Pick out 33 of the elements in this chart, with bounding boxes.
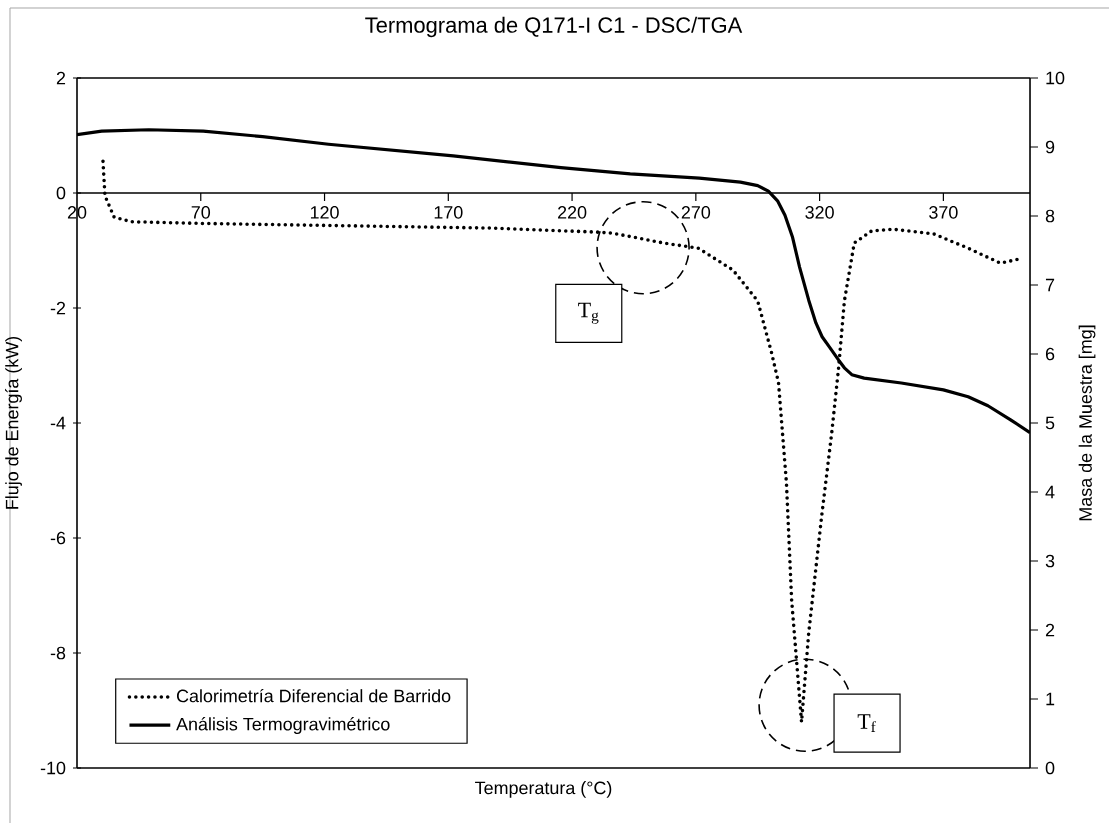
x-tick-label: 170 [434, 206, 463, 219]
x-tick-label: 270 [681, 206, 711, 219]
y2-tick-label: 8 [1045, 209, 1055, 223]
y2-tick-label: 0 [1045, 761, 1055, 775]
y-tick-label: 0 [56, 186, 66, 200]
y-tick-label: -2 [50, 301, 66, 315]
x-tick-label: 370 [929, 206, 958, 219]
legend-label: Análisis Termogravimétrico [176, 717, 390, 735]
x-axis-title: Temperatura (°C) [475, 781, 612, 798]
y2-tick-label: 2 [1045, 623, 1055, 637]
y2-tick-label: 3 [1045, 554, 1055, 568]
y2-tick-label: 10 [1046, 71, 1065, 85]
x-tick-label: 220 [558, 206, 587, 219]
y-axis-title: Flujo de Energía (kW) [5, 336, 22, 509]
y2-tick-label: 7 [1045, 278, 1055, 292]
y-tick-label: -10 [40, 761, 66, 775]
legend-label: Calorimetría Diferencial de Barrido [176, 688, 451, 703]
annotation: T$_{g}$ [578, 302, 599, 324]
x-tick-label: 320 [805, 206, 834, 219]
annotation: T$_{f}$ [857, 714, 876, 732]
y-tick-label: -8 [50, 646, 66, 660]
x-tick-label: 120 [310, 206, 339, 219]
y-tick-label: -6 [50, 531, 66, 545]
y2-tick-label: 5 [1045, 416, 1055, 430]
y2-tick-label: 9 [1045, 140, 1055, 154]
y-tick-label: 2 [56, 71, 66, 85]
y2-tick-label: 1 [1046, 692, 1055, 706]
chart-title: Termograma de Q171-I C1 - DSC/TGA [365, 16, 743, 38]
x-tick-label: 70 [191, 206, 211, 219]
y-tick-label: -4 [50, 416, 66, 430]
y2-axis-title: Masa de la Muestra [mg] [1078, 325, 1096, 521]
y2-tick-label: 4 [1045, 485, 1055, 499]
y2-tick-label: 6 [1045, 347, 1055, 361]
